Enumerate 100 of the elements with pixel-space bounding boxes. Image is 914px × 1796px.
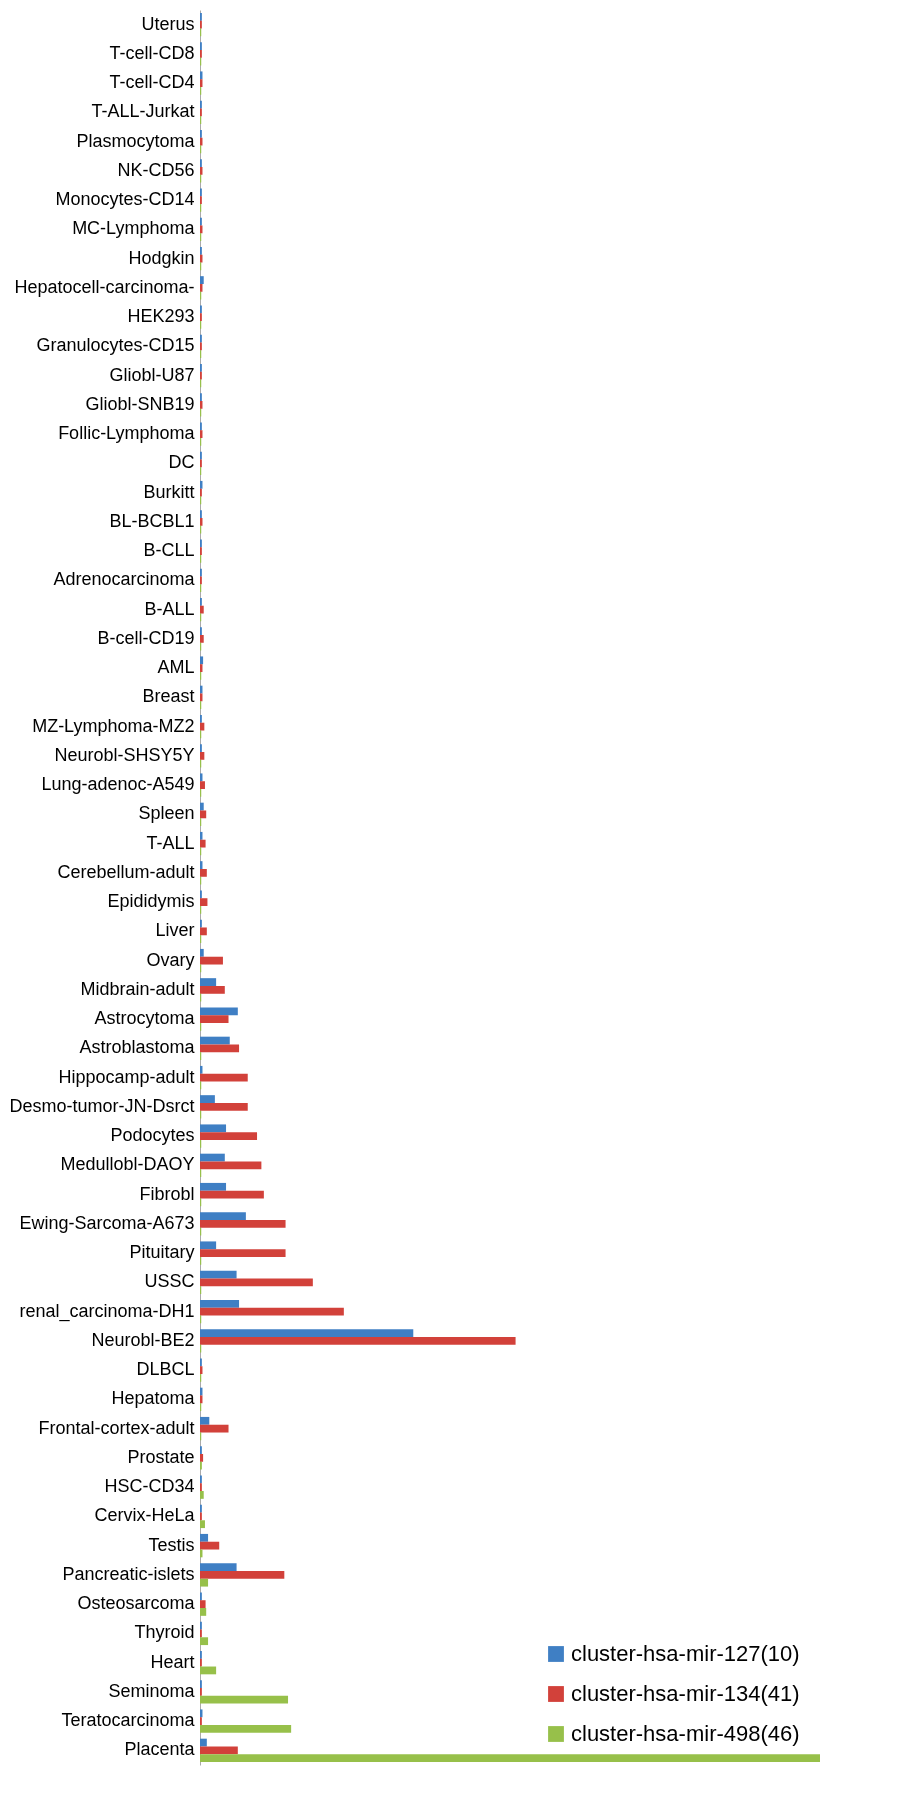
bar <box>200 781 205 790</box>
bar <box>200 1738 207 1747</box>
y-tick-label: DLBCL <box>136 1359 195 1380</box>
bar <box>200 1219 286 1228</box>
bar <box>200 1695 289 1704</box>
legend-label: cluster-hsa-mir-498(46) <box>571 1721 800 1746</box>
y-tick-label: Teratocarcinoma <box>61 1710 196 1731</box>
bar <box>200 1637 209 1646</box>
y-tick-label: Ovary <box>146 949 195 970</box>
y-tick-label: Gliobl-SNB19 <box>85 393 195 414</box>
bar <box>200 1270 237 1279</box>
bar <box>200 956 223 965</box>
bar <box>200 1307 344 1316</box>
bar <box>200 1044 240 1053</box>
bar <box>200 1212 246 1220</box>
bar <box>200 1241 217 1250</box>
y-tick-label: renal_carcinoma-DH1 <box>19 1300 195 1322</box>
y-tick-label: Pancreatic-islets <box>62 1563 195 1584</box>
y-tick-label: B-ALL <box>144 598 195 619</box>
bar <box>200 1073 248 1082</box>
y-tick-label: MZ-Lymphoma-MZ2 <box>32 715 195 736</box>
y-tick-label: HSC-CD34 <box>104 1476 195 1497</box>
bar <box>200 1278 313 1287</box>
y-tick-label: AML <box>157 657 195 678</box>
y-tick-label: Breast <box>142 686 195 707</box>
y-tick-label: Neurobl-SHSY5Y <box>54 744 195 765</box>
y-tick-label: Seminoma <box>108 1680 196 1701</box>
y-tick-label: Follic-Lymphoma <box>58 423 196 444</box>
y-tick-label: NK-CD56 <box>117 159 195 180</box>
bar <box>200 948 204 957</box>
y-tick-label: Ewing-Sarcoma-A673 <box>19 1212 195 1233</box>
bar <box>200 1015 229 1024</box>
y-tick-label: Pituitary <box>129 1242 195 1263</box>
bar <box>200 1578 209 1587</box>
y-tick-label: Astroblastoma <box>79 1037 196 1058</box>
y-tick-label: Plasmocytoma <box>76 130 196 151</box>
bar <box>200 1153 225 1162</box>
y-tick-label: Gliobl-U87 <box>109 364 195 385</box>
bar <box>200 1132 258 1141</box>
bar <box>200 985 225 994</box>
y-tick-label: Cerebellum-adult <box>57 861 195 882</box>
bar <box>200 1453 204 1462</box>
bar <box>200 1563 237 1571</box>
y-tick-label: Astrocytoma <box>94 1008 196 1029</box>
bar <box>200 1102 248 1111</box>
bar <box>200 1007 238 1016</box>
bar <box>200 927 207 936</box>
y-tick-label: Burkitt <box>143 481 195 502</box>
y-tick-label: Prostate <box>127 1446 195 1467</box>
y-tick-label: Adrenocarcinoma <box>53 569 196 590</box>
y-tick-label: Cervix-HeLa <box>94 1505 196 1526</box>
y-tick-label: Hepatoma <box>111 1388 196 1409</box>
bar <box>200 1608 207 1616</box>
y-tick-label: Midbrain-adult <box>80 978 195 999</box>
bar <box>200 722 205 731</box>
bar <box>200 839 206 848</box>
bar <box>200 1541 220 1550</box>
bar <box>200 1329 414 1337</box>
y-tick-label: Podocytes <box>110 1125 195 1146</box>
bar <box>200 1570 285 1579</box>
bar <box>200 1600 206 1609</box>
legend-label: cluster-hsa-mir-127(10) <box>571 1641 800 1666</box>
y-tick-label: Medullobl-DAOY <box>60 1154 195 1175</box>
y-tick-label: Uterus <box>141 13 195 34</box>
bar <box>200 1533 209 1542</box>
y-tick-label: Placenta <box>124 1739 196 1760</box>
y-tick-label: BL-BCBL1 <box>109 510 195 531</box>
bar <box>200 978 217 986</box>
y-tick-label: Hepatocell-carcinoma- <box>14 276 195 297</box>
y-tick-label: Liver <box>155 920 195 941</box>
bar <box>200 810 207 819</box>
legend-label: cluster-hsa-mir-134(41) <box>571 1681 800 1706</box>
bar <box>200 868 207 877</box>
bar <box>200 1036 230 1045</box>
y-tick-label: B-cell-CD19 <box>97 627 195 648</box>
bar <box>200 1725 292 1733</box>
y-tick-label: Epididymis <box>107 891 195 912</box>
y-tick-label: Testis <box>148 1534 195 1555</box>
bar <box>200 898 208 907</box>
y-tick-label: T-cell-CD8 <box>109 42 195 63</box>
bar <box>200 1520 205 1529</box>
y-tick-label: USSC <box>144 1271 195 1292</box>
y-tick-label: Spleen <box>138 803 195 824</box>
y-tick-label: Desmo-tumor-JN-Dsrct <box>9 1095 195 1116</box>
bar <box>200 1182 227 1191</box>
y-tick-label: Monocytes-CD14 <box>55 189 195 210</box>
bar <box>200 1095 215 1103</box>
bar <box>200 1299 240 1308</box>
y-tick-label: T-ALL <box>146 832 195 853</box>
bar <box>200 1336 516 1345</box>
bar <box>200 1424 229 1433</box>
y-tick-label: Hodgkin <box>128 247 195 268</box>
y-tick-label: Heart <box>150 1651 195 1672</box>
y-tick-label: MC-Lymphoma <box>72 218 196 239</box>
y-tick-label: DC <box>168 452 195 473</box>
y-tick-label: Neurobl-BE2 <box>91 1329 195 1350</box>
y-tick-label: Hippocamp-adult <box>58 1066 195 1087</box>
bar <box>200 1746 238 1755</box>
bar <box>200 605 204 614</box>
y-tick-label: Granulocytes-CD15 <box>36 335 195 356</box>
